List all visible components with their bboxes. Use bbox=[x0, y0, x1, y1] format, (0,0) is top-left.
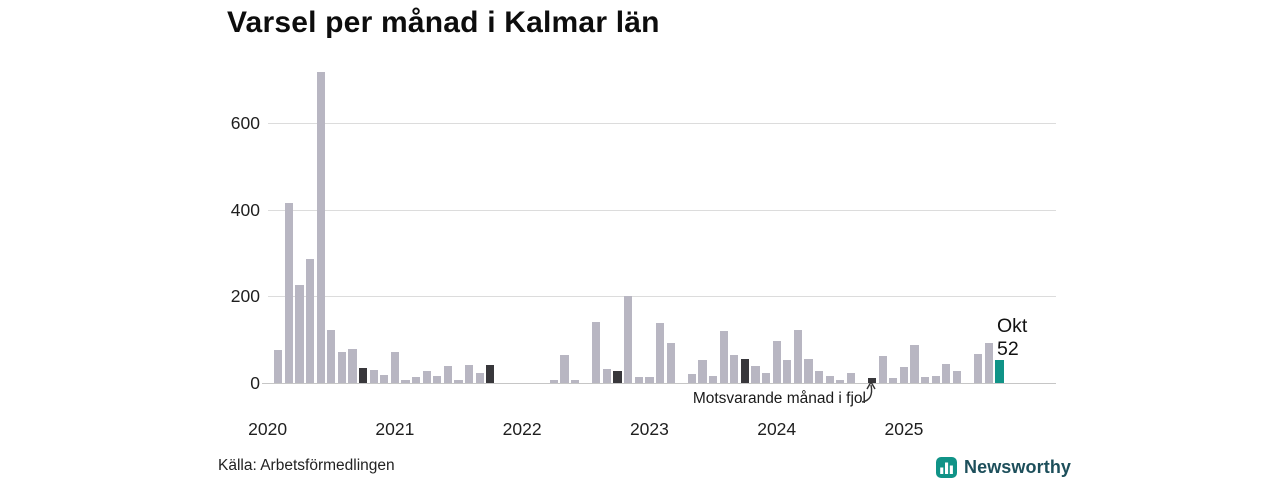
bar-2023-05 bbox=[687, 374, 696, 383]
bar-2021-05 bbox=[433, 376, 442, 383]
bar-2023-11 bbox=[751, 365, 760, 383]
y-tick-label-600: 600 bbox=[230, 112, 260, 133]
y-tick-label-400: 400 bbox=[230, 199, 260, 220]
bar-2022-04 bbox=[549, 380, 559, 383]
bar-2024-01 bbox=[772, 340, 781, 383]
bar-2020-05 bbox=[305, 259, 315, 383]
chart-title: Varsel per månad i Kalmar län bbox=[227, 6, 660, 39]
bar-2023-01 bbox=[645, 376, 654, 383]
bar-2020-11 bbox=[369, 369, 378, 383]
newsworthy-logo[interactable]: Newsworthy bbox=[936, 455, 1071, 479]
current-month-value: 52 bbox=[997, 338, 1019, 360]
annotation-last-year: Motsvarande månad i fjol bbox=[692, 390, 866, 407]
bar-2024-02 bbox=[783, 360, 792, 383]
bar-2025-02 bbox=[910, 345, 919, 383]
bar-2021-08 bbox=[465, 364, 474, 383]
x-tick-label-2021: 2021 bbox=[375, 419, 415, 439]
bar-2023-08 bbox=[719, 330, 728, 383]
bar-2021-04 bbox=[422, 371, 431, 383]
bar-2020-02 bbox=[274, 350, 283, 383]
bar-2020-04 bbox=[295, 285, 304, 383]
bar-2022-11 bbox=[624, 296, 633, 383]
x-tick-label-2025: 2025 bbox=[884, 419, 924, 439]
y-tick-label-0: 0 bbox=[250, 373, 260, 393]
bar-2021-02 bbox=[401, 379, 410, 383]
bar-2020-10 bbox=[358, 367, 368, 383]
bar-2023-03 bbox=[666, 343, 675, 383]
brand-name: Newsworthy bbox=[964, 456, 1072, 477]
bar-2024-05 bbox=[815, 371, 824, 383]
bar-2022-10 bbox=[613, 370, 622, 383]
bar-2025-09 bbox=[984, 343, 993, 383]
bar-2022-09 bbox=[602, 368, 612, 383]
x-tick-label-2023: 2023 bbox=[629, 419, 669, 439]
bar-2023-02 bbox=[655, 323, 665, 383]
bar-2020-03 bbox=[284, 203, 293, 383]
bar-2021-01 bbox=[390, 351, 399, 383]
bar-2025-08 bbox=[974, 353, 983, 383]
annotation-arrow bbox=[861, 381, 876, 403]
bar-2025-10 bbox=[995, 360, 1004, 383]
bar-2025-05 bbox=[942, 363, 951, 383]
gridline-200 bbox=[268, 296, 1056, 298]
bar-2020-06 bbox=[316, 71, 325, 383]
bar-2024-04 bbox=[804, 358, 813, 383]
x-tick-label-2020: 2020 bbox=[248, 419, 288, 439]
x-tick-label-2024: 2024 bbox=[757, 419, 797, 439]
x-axis-line bbox=[262, 383, 1056, 384]
bar-2024-11 bbox=[878, 356, 887, 383]
bar-2021-10 bbox=[486, 364, 495, 383]
bar-2021-03 bbox=[411, 376, 421, 383]
bar-2021-06 bbox=[443, 365, 452, 383]
bar-2025-01 bbox=[899, 366, 909, 383]
bar-2020-09 bbox=[348, 349, 357, 383]
bar-2022-08 bbox=[592, 322, 601, 383]
bar-2020-07 bbox=[327, 330, 336, 383]
bar-2023-10 bbox=[740, 358, 749, 383]
bar-2024-12 bbox=[889, 378, 898, 383]
bar-2023-06 bbox=[698, 360, 707, 383]
bar-2020-08 bbox=[337, 351, 346, 383]
bar-2025-06 bbox=[952, 371, 962, 383]
bar-2024-08 bbox=[846, 372, 856, 383]
bar-2022-12 bbox=[634, 376, 643, 383]
bar-2022-05 bbox=[560, 355, 569, 383]
bar-2021-07 bbox=[454, 379, 463, 383]
bar-2025-03 bbox=[921, 376, 930, 383]
bar-2022-06 bbox=[571, 379, 580, 383]
current-month-label: Okt 52 bbox=[997, 315, 1027, 361]
bar-2024-07 bbox=[836, 379, 845, 383]
bar-2023-12 bbox=[761, 372, 771, 383]
bar-chart-icon bbox=[936, 456, 957, 478]
bar-2020-12 bbox=[380, 375, 389, 383]
bar-2023-09 bbox=[730, 355, 739, 383]
bar-2024-10 bbox=[868, 378, 877, 383]
source-label: Källa: Arbetsförmedlingen bbox=[218, 457, 395, 474]
bar-2023-07 bbox=[708, 376, 718, 383]
gridline-400 bbox=[268, 209, 1056, 211]
bar-2021-09 bbox=[475, 373, 484, 383]
bar-2025-04 bbox=[931, 375, 940, 383]
x-tick-label-2022: 2022 bbox=[502, 419, 542, 439]
current-month-name: Okt bbox=[997, 315, 1028, 337]
bar-2024-03 bbox=[793, 329, 802, 383]
gridline-600 bbox=[268, 122, 1056, 124]
bar-2024-06 bbox=[825, 376, 834, 383]
y-tick-label-200: 200 bbox=[230, 286, 260, 307]
